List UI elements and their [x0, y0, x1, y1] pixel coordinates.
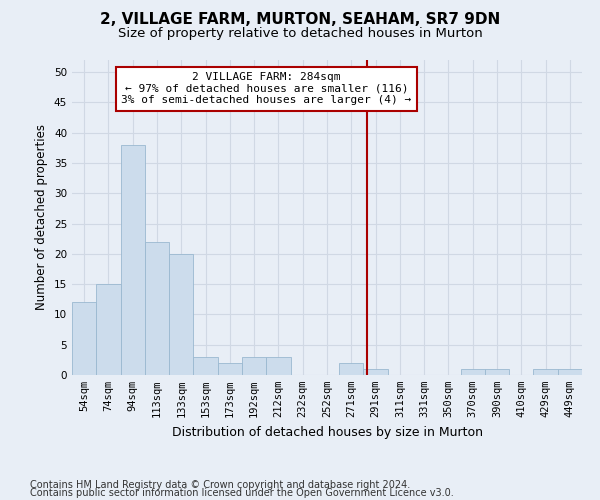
Bar [193, 357, 218, 375]
Bar [242, 357, 266, 375]
Bar [266, 357, 290, 375]
Text: Contains HM Land Registry data © Crown copyright and database right 2024.: Contains HM Land Registry data © Crown c… [30, 480, 410, 490]
Y-axis label: Number of detached properties: Number of detached properties [35, 124, 49, 310]
Bar [169, 254, 193, 375]
Bar [364, 369, 388, 375]
Bar [218, 363, 242, 375]
Bar [339, 363, 364, 375]
Bar [461, 369, 485, 375]
Bar [558, 369, 582, 375]
Text: Size of property relative to detached houses in Murton: Size of property relative to detached ho… [118, 28, 482, 40]
Bar [96, 284, 121, 375]
Bar [533, 369, 558, 375]
Bar [72, 302, 96, 375]
X-axis label: Distribution of detached houses by size in Murton: Distribution of detached houses by size … [172, 426, 482, 438]
Bar [121, 145, 145, 375]
Text: 2 VILLAGE FARM: 284sqm
← 97% of detached houses are smaller (116)
3% of semi-det: 2 VILLAGE FARM: 284sqm ← 97% of detached… [121, 72, 412, 106]
Bar [145, 242, 169, 375]
Bar [485, 369, 509, 375]
Text: 2, VILLAGE FARM, MURTON, SEAHAM, SR7 9DN: 2, VILLAGE FARM, MURTON, SEAHAM, SR7 9DN [100, 12, 500, 28]
Text: Contains public sector information licensed under the Open Government Licence v3: Contains public sector information licen… [30, 488, 454, 498]
